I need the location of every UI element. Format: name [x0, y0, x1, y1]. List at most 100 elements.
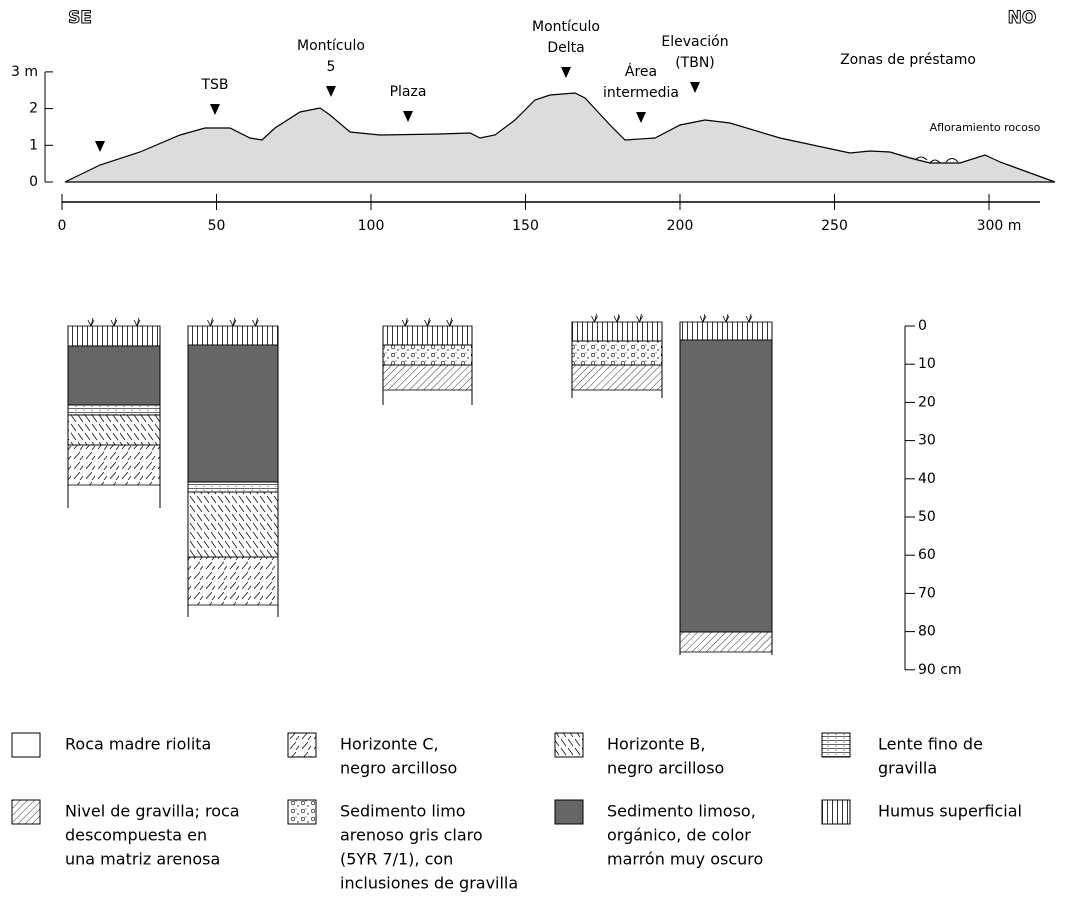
site-label: 5: [327, 59, 336, 75]
soil-layer: [188, 345, 278, 482]
legend-label: descompuesta en: [65, 826, 207, 845]
soil-layer: [572, 365, 662, 390]
site-label: intermedia: [603, 85, 679, 101]
soil-layer: [680, 340, 772, 632]
x-tick-label: 300 m: [977, 218, 1022, 234]
humus-mark: [208, 318, 214, 326]
humus-mark: [614, 314, 620, 322]
humus-mark: [447, 318, 453, 326]
y-tick-label: 1: [29, 137, 38, 153]
soil-layer: [68, 415, 160, 445]
soil-layer: [383, 345, 472, 365]
humus-mark: [637, 314, 643, 322]
legend-label: una matriz arenosa: [65, 850, 220, 869]
site-label: Delta: [547, 40, 584, 56]
legend-label: Sedimento limo: [340, 802, 466, 821]
x-tick-label: 250: [821, 218, 848, 234]
columns: [68, 314, 772, 655]
humus-mark: [425, 318, 431, 326]
x-tick-label: 200: [667, 218, 694, 234]
marker: [95, 141, 105, 152]
legend-swatch: [555, 733, 583, 757]
depth-label: 60: [918, 547, 936, 563]
legend-label: Lente fino de: [878, 735, 983, 754]
direction: SE: [68, 8, 92, 28]
label: Zonas de préstamo: [840, 52, 976, 68]
legend-label: Humus superficial: [878, 802, 1022, 821]
marker: [636, 112, 646, 123]
soil-layer: [383, 365, 472, 390]
legend-label: Sedimento limoso,: [607, 802, 756, 821]
soil-layer: [68, 405, 160, 415]
y-tick-label: 2: [29, 101, 38, 117]
y-tick-label: 0: [29, 174, 38, 190]
humus-mark: [746, 314, 752, 322]
depth-label: 90 cm: [918, 662, 962, 678]
legend-swatch: [12, 733, 40, 757]
soil-layer: [680, 632, 772, 652]
depth-label: 50: [918, 509, 936, 525]
legend-label: orgánico, de color: [607, 826, 751, 845]
legend-swatch: [12, 800, 40, 824]
legend-label: Nivel de gravilla; roca: [65, 802, 240, 821]
depth-label: 40: [918, 471, 936, 487]
x-tick-label: 150: [512, 218, 539, 234]
depth-label: 0: [918, 318, 927, 334]
x-tick-label: 0: [58, 218, 67, 234]
humus-mark: [592, 314, 598, 322]
site-label: Montículo: [532, 19, 600, 35]
diagram: SE NO Zonas de préstamo Afloramiento roc…: [0, 0, 1073, 903]
legend-label: arenoso gris claro: [340, 826, 483, 845]
legend-label: negro arcilloso: [607, 759, 724, 778]
soil-layer: [188, 492, 278, 557]
legend-swatch: [555, 800, 583, 824]
soil-layer: [572, 341, 662, 365]
humus-mark: [230, 318, 236, 326]
marker: [210, 104, 220, 115]
depth-label: 20: [918, 394, 936, 410]
legend-label: Roca madre riolita: [65, 735, 211, 754]
humus-mark: [402, 318, 408, 326]
site-label: (TBN): [675, 55, 715, 71]
site-label: TSB: [200, 77, 228, 93]
humus-mark: [88, 318, 94, 326]
x-tick-label: 100: [358, 218, 385, 234]
humus-mark: [723, 314, 729, 322]
legend-label: marrón muy oscuro: [607, 850, 763, 869]
legend-swatch: [288, 733, 316, 757]
legend-label: gravilla: [878, 759, 937, 778]
soil-layer: [572, 322, 662, 341]
depth-label: 80: [918, 624, 936, 640]
depth-label: 30: [918, 433, 936, 449]
soil-layer: [188, 557, 278, 605]
soil-layer: [188, 482, 278, 492]
legend-label: Horizonte C,: [340, 735, 439, 754]
marker: [326, 86, 336, 97]
legend-swatch: [822, 733, 850, 757]
site-label: Área: [625, 63, 657, 80]
soil-layer: [68, 445, 160, 485]
humus-mark: [134, 318, 140, 326]
site-label: Montículo: [297, 38, 365, 54]
site-label: Elevación: [661, 34, 728, 50]
soil-layer: [68, 346, 160, 405]
direction: NO: [1008, 8, 1037, 28]
marker: [561, 67, 571, 78]
x-tick-label: 50: [208, 218, 226, 234]
soil-layer: [383, 326, 472, 345]
legend-swatch: [822, 800, 850, 824]
humus-mark: [253, 318, 259, 326]
marker: [403, 111, 413, 122]
soil-layer: [68, 326, 160, 346]
legend-label: (5YR 7/1), con: [340, 850, 453, 869]
depth-label: 10: [918, 356, 936, 372]
label: Afloramiento rocoso: [930, 121, 1041, 134]
y-tick-label: 3 m: [11, 64, 38, 80]
marker: [690, 82, 700, 93]
humus-mark: [700, 314, 706, 322]
depth-label: 70: [918, 585, 936, 601]
soil-layer: [680, 322, 772, 340]
legend-label: Horizonte B,: [607, 735, 705, 754]
legend-swatch: [288, 800, 316, 824]
humus-mark: [111, 318, 117, 326]
